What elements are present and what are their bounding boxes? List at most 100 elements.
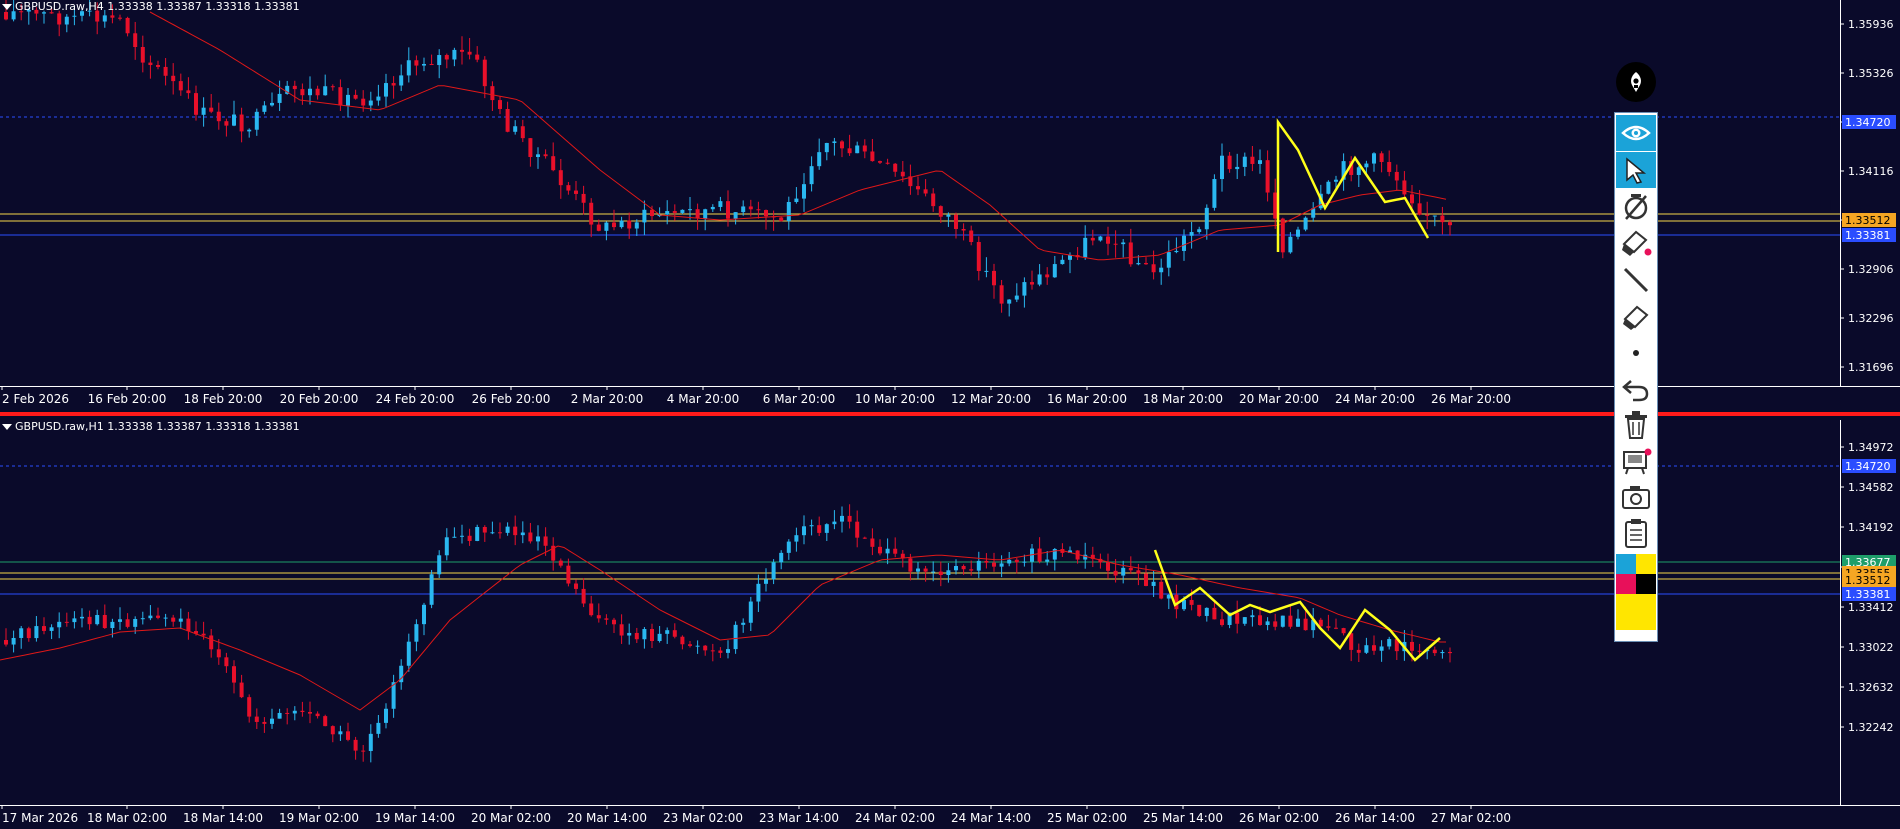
candle-body xyxy=(513,126,518,132)
candle-body xyxy=(855,145,860,154)
candle-body xyxy=(1280,615,1285,627)
candle-body xyxy=(992,562,996,567)
candle-body xyxy=(1265,160,1270,193)
candle-body xyxy=(1356,649,1361,653)
h4-chart-canvas[interactable]: 1.35936 1.35326 1.34720 1.34116 1.33512 1.329… xyxy=(0,0,1900,412)
candle-body xyxy=(1204,207,1209,230)
candle-body xyxy=(642,209,647,223)
candle-body xyxy=(156,615,160,618)
candle-body xyxy=(102,15,107,22)
candle-body xyxy=(308,88,312,96)
time-axis-label: 16 Mar 20:00 xyxy=(1047,392,1127,406)
dot-icon[interactable] xyxy=(1616,335,1656,371)
candle-body xyxy=(771,562,776,580)
candle-body xyxy=(969,230,974,243)
candle-body xyxy=(961,228,966,231)
candle-body xyxy=(490,86,495,101)
chart-pane-h1[interactable]: 1.349721.345821.341921.338021.334121.330… xyxy=(0,420,1900,829)
candle-body xyxy=(802,184,806,199)
price-axis-label: 1.35936 xyxy=(1848,18,1894,31)
candle-body xyxy=(1387,639,1392,647)
candle-body xyxy=(938,206,943,217)
color-swatch-magenta[interactable] xyxy=(1616,574,1636,594)
price-axis-label: 1.34972 xyxy=(1848,441,1894,454)
candle-body xyxy=(429,574,434,605)
color-swatch-black[interactable] xyxy=(1636,574,1656,594)
candle-body xyxy=(1037,274,1042,285)
line-tool-icon[interactable] xyxy=(1616,262,1656,298)
candle-body xyxy=(741,206,746,213)
candle-body xyxy=(1364,645,1369,653)
candle-body xyxy=(604,222,609,231)
time-axis-label: 25 Mar 02:00 xyxy=(1047,811,1127,825)
candle-body xyxy=(1068,255,1072,260)
eraser-icon[interactable] xyxy=(1616,298,1656,334)
candle-body xyxy=(247,697,252,717)
candle-body xyxy=(596,224,601,231)
clipboard-icon[interactable] xyxy=(1616,515,1656,551)
candle-body xyxy=(558,170,563,186)
collapse-triangle-icon[interactable] xyxy=(2,3,12,10)
candle-body xyxy=(186,618,191,632)
pane-separator[interactable] xyxy=(0,412,1900,420)
candle-body xyxy=(1356,167,1361,175)
current-color-swatch[interactable] xyxy=(1616,594,1656,630)
eye-icon[interactable] xyxy=(1616,115,1656,151)
candle-body xyxy=(262,721,267,724)
candle-body xyxy=(399,75,404,86)
price-axis-label: 1.35326 xyxy=(1848,67,1894,80)
candle-body xyxy=(209,635,214,650)
candle-body xyxy=(34,9,39,14)
candle-body xyxy=(1265,621,1270,626)
magnet-icon[interactable] xyxy=(1616,189,1656,225)
pen-nib-icon[interactable] xyxy=(1616,62,1656,102)
current-price-tag xyxy=(1842,587,1896,601)
candle-body xyxy=(1144,263,1148,265)
candle-body xyxy=(384,83,388,97)
candle-body xyxy=(1349,633,1354,650)
candle-body xyxy=(900,553,905,559)
eraser-color-icon[interactable] xyxy=(1616,225,1656,261)
cursor-arrow-icon[interactable] xyxy=(1616,152,1656,188)
moving-average-line xyxy=(149,11,1447,261)
chart-template-icon[interactable] xyxy=(1616,443,1656,479)
time-axis-label: 23 Mar 02:00 xyxy=(663,811,743,825)
candle-body xyxy=(376,96,381,101)
candle-body xyxy=(619,624,624,636)
candle-body xyxy=(923,568,928,572)
candle-body xyxy=(619,220,624,228)
candle-body xyxy=(1448,222,1452,226)
candle-body xyxy=(1303,618,1308,631)
candle-body xyxy=(1250,156,1255,164)
time-axis-label: 18 Feb 20:00 xyxy=(184,392,263,406)
yellow-level-lower-tag xyxy=(1842,573,1896,587)
chart-pane-h4[interactable]: 1.35936 1.35326 1.34720 1.34116 1.33512 1.329… xyxy=(0,0,1900,412)
candle-body xyxy=(520,532,525,536)
candle-body xyxy=(422,604,426,625)
candle-body xyxy=(627,632,632,636)
candle-body xyxy=(862,145,867,152)
candle-body xyxy=(247,129,252,132)
time-axis-label: 26 Feb 20:00 xyxy=(472,392,551,406)
candle-body xyxy=(1113,570,1118,576)
candle-body xyxy=(688,209,692,211)
candle-body xyxy=(1007,559,1012,564)
color-swatch-yellow[interactable] xyxy=(1636,554,1656,574)
candle-body xyxy=(1296,618,1300,627)
separator-line xyxy=(0,412,1900,416)
candle-body xyxy=(885,548,890,554)
camera-icon[interactable] xyxy=(1616,479,1656,515)
candle-body xyxy=(1204,607,1209,616)
candle-body xyxy=(1106,562,1110,571)
trash-icon[interactable] xyxy=(1616,407,1656,443)
time-axis-label: 24 Mar 20:00 xyxy=(1335,392,1415,406)
candle-body xyxy=(1311,619,1316,631)
color-swatch-blue[interactable] xyxy=(1616,554,1636,574)
h1-chart-canvas[interactable]: 1.349721.345821.341921.338021.334121.330… xyxy=(0,420,1900,829)
candle-body xyxy=(558,560,563,566)
undo-icon[interactable] xyxy=(1616,371,1656,407)
candle-body xyxy=(49,12,54,14)
candle-body xyxy=(779,217,784,222)
collapse-triangle-icon[interactable] xyxy=(2,423,12,430)
candle-body xyxy=(566,565,571,584)
